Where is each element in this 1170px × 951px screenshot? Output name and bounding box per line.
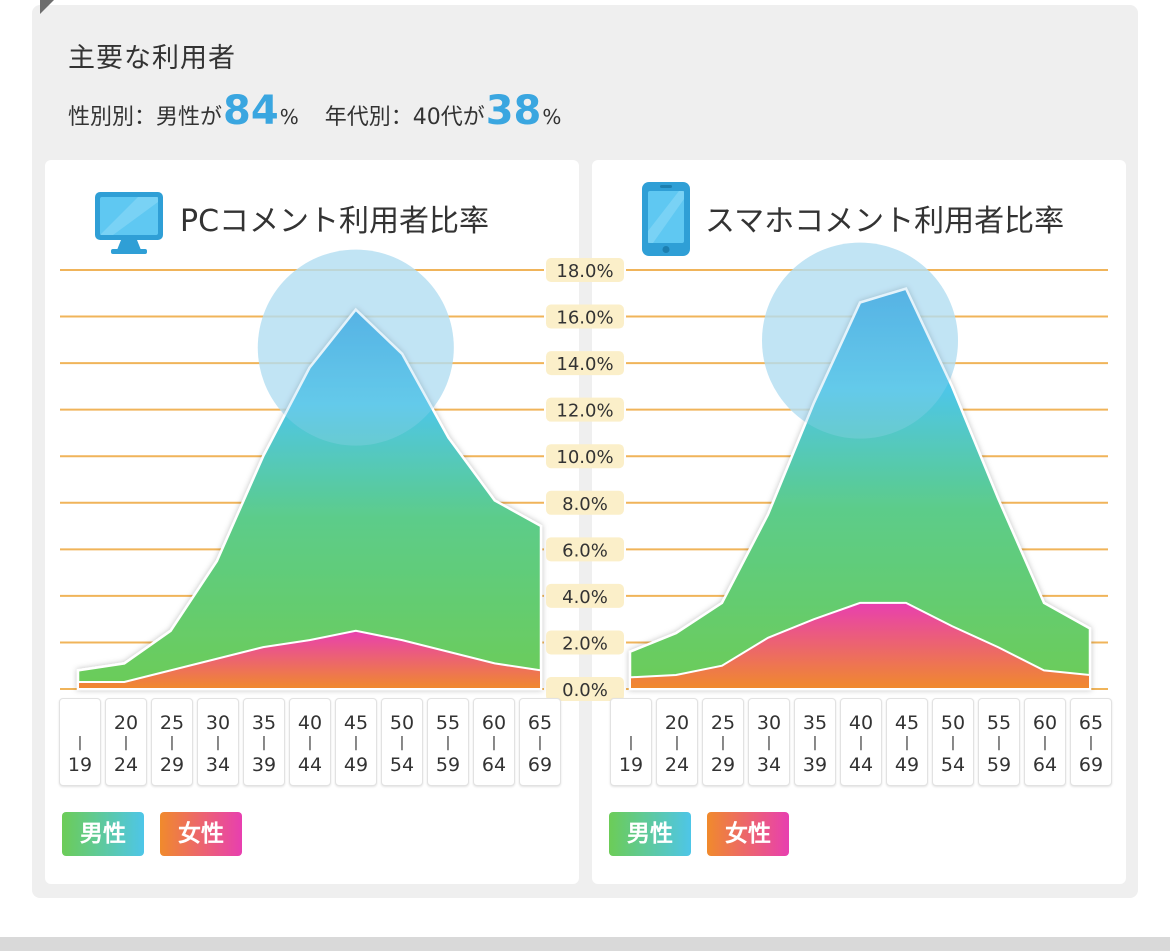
pc-legend-male: 男性 xyxy=(62,812,144,856)
x-axis-tick-label: 50 | 54 xyxy=(932,698,974,786)
y-tick-bg xyxy=(546,537,624,562)
x-axis-tick-label: 45 | 49 xyxy=(886,698,928,786)
y-tick-bg xyxy=(546,630,624,655)
pc-monitor-icon xyxy=(95,192,163,254)
female-area xyxy=(629,601,1091,690)
y-tick-label: 18.0% xyxy=(556,261,613,282)
y-tick-bg xyxy=(546,304,624,329)
x-axis-tick-label: 65 | 69 xyxy=(519,698,561,786)
y-tick-bg xyxy=(546,677,624,701)
corner-tab xyxy=(40,0,54,14)
age-value: 38 xyxy=(485,88,542,134)
y-tick-bg xyxy=(546,351,624,376)
x-axis-tick-label: 55 | 59 xyxy=(427,698,469,786)
y-tick-bg xyxy=(546,258,624,282)
x-axis-tick-label: 30 | 34 xyxy=(197,698,239,786)
pc-x-axis-labels: | 19 20 | 24 25 | 29 30 | 34 35 | 39 40 | 44 45 | 49 50 | 54 55… xyxy=(59,698,565,786)
x-axis-tick-label: 25 | 29 xyxy=(702,698,744,786)
y-tick-bg xyxy=(546,490,624,515)
x-axis-tick-label: | 19 xyxy=(610,698,652,786)
age-prefix: 年代別：40代が xyxy=(324,105,485,130)
y-tick-label: 4.0% xyxy=(562,587,608,608)
smartphone-chart-title: スマホコメント利用者比率 xyxy=(705,204,1065,239)
x-axis-tick-label: 50 | 54 xyxy=(381,698,423,786)
y-tick-label: 12.0% xyxy=(556,401,613,422)
y-tick-bg xyxy=(546,397,624,422)
gender-value: 84 xyxy=(223,88,279,134)
peak-highlight-overlay xyxy=(762,242,958,439)
y-tick-label: 0.0% xyxy=(562,680,608,701)
x-axis-tick-label: 60 | 64 xyxy=(473,698,515,786)
y-tick-label: 8.0% xyxy=(562,494,608,515)
y-tick-bg xyxy=(546,583,624,608)
x-axis-tick-label: 65 | 69 xyxy=(1070,698,1112,786)
smartphone-legend-male: 男性 xyxy=(609,812,691,856)
pc-legend-female: 女性 xyxy=(160,812,242,856)
smartphone-x-axis-labels: | 19 20 | 24 25 | 29 30 | 34 35 | 39 40 | 44 45 | 49 50 | 54 55… xyxy=(610,698,1116,786)
age-unit: % xyxy=(542,105,562,129)
x-axis-tick-label: 35 | 39 xyxy=(243,698,285,786)
female-area xyxy=(77,629,542,690)
x-axis-tick-label: 45 | 49 xyxy=(335,698,377,786)
summary-line: 性別別：男性が 84 % 年代別：40代が 38 % xyxy=(68,88,562,134)
x-axis-tick-label: 40 | 44 xyxy=(289,698,331,786)
x-axis-tick-label: 55 | 59 xyxy=(978,698,1020,786)
x-axis-tick-label: 25 | 29 xyxy=(151,698,193,786)
gender-prefix: 性別別：男性が xyxy=(68,105,223,130)
x-axis-tick-label: 20 | 24 xyxy=(656,698,698,786)
x-axis-tick-label: 40 | 44 xyxy=(840,698,882,786)
x-axis-tick-label: | 19 xyxy=(59,698,101,786)
y-tick-bg xyxy=(546,444,624,469)
x-axis-tick-label: 35 | 39 xyxy=(794,698,836,786)
x-axis-tick-label: 20 | 24 xyxy=(105,698,147,786)
y-tick-label: 16.0% xyxy=(556,308,613,329)
gender-unit: % xyxy=(279,105,299,129)
footer-divider xyxy=(0,937,1170,951)
pc-chart-title: PCコメント利用者比率 xyxy=(180,204,490,239)
male-area xyxy=(76,307,543,691)
x-axis-tick-label: 60 | 64 xyxy=(1024,698,1066,786)
summary-title: 主要な利用者 xyxy=(68,43,236,74)
y-tick-label: 10.0% xyxy=(556,447,613,468)
male-area xyxy=(628,287,1092,691)
smartphone-legend-female: 女性 xyxy=(707,812,789,856)
y-tick-label: 14.0% xyxy=(556,354,613,375)
x-axis-tick-label: 30 | 34 xyxy=(748,698,790,786)
smartphone-icon xyxy=(642,182,690,256)
y-tick-label: 6.0% xyxy=(562,540,608,561)
y-tick-label: 2.0% xyxy=(562,633,608,654)
peak-highlight-overlay xyxy=(257,249,454,446)
